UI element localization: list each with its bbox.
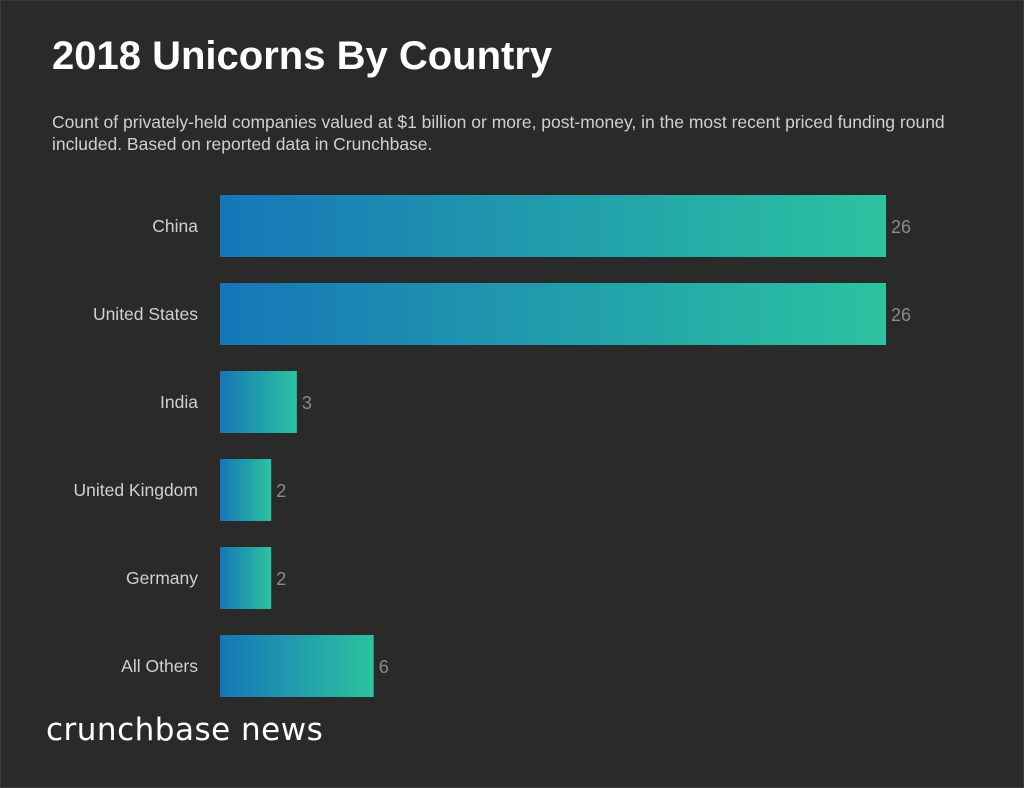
crunchbase-news-logo: crunchbase news <box>46 712 324 748</box>
bar-united-states <box>220 283 886 345</box>
value-label: 2 <box>276 481 286 501</box>
chart-subtitle: Count of privately-held companies valued… <box>52 112 945 154</box>
category-label: China <box>152 216 198 236</box>
bar-united-kingdom <box>220 459 272 521</box>
category-label: India <box>160 392 198 412</box>
bar-germany <box>220 547 272 609</box>
value-label: 2 <box>276 569 286 589</box>
value-label: 3 <box>302 393 312 413</box>
chart-title: 2018 Unicorns By Country <box>52 34 553 78</box>
category-label: United Kingdom <box>73 480 198 500</box>
bar-china <box>220 195 886 257</box>
value-label: 6 <box>379 657 389 677</box>
bar-all-others <box>220 635 374 697</box>
value-label: 26 <box>891 217 911 237</box>
category-label: United States <box>93 304 198 324</box>
bar-india <box>220 371 297 433</box>
value-label: 26 <box>891 305 911 325</box>
category-label: All Others <box>121 656 198 676</box>
category-label: Germany <box>126 568 198 588</box>
